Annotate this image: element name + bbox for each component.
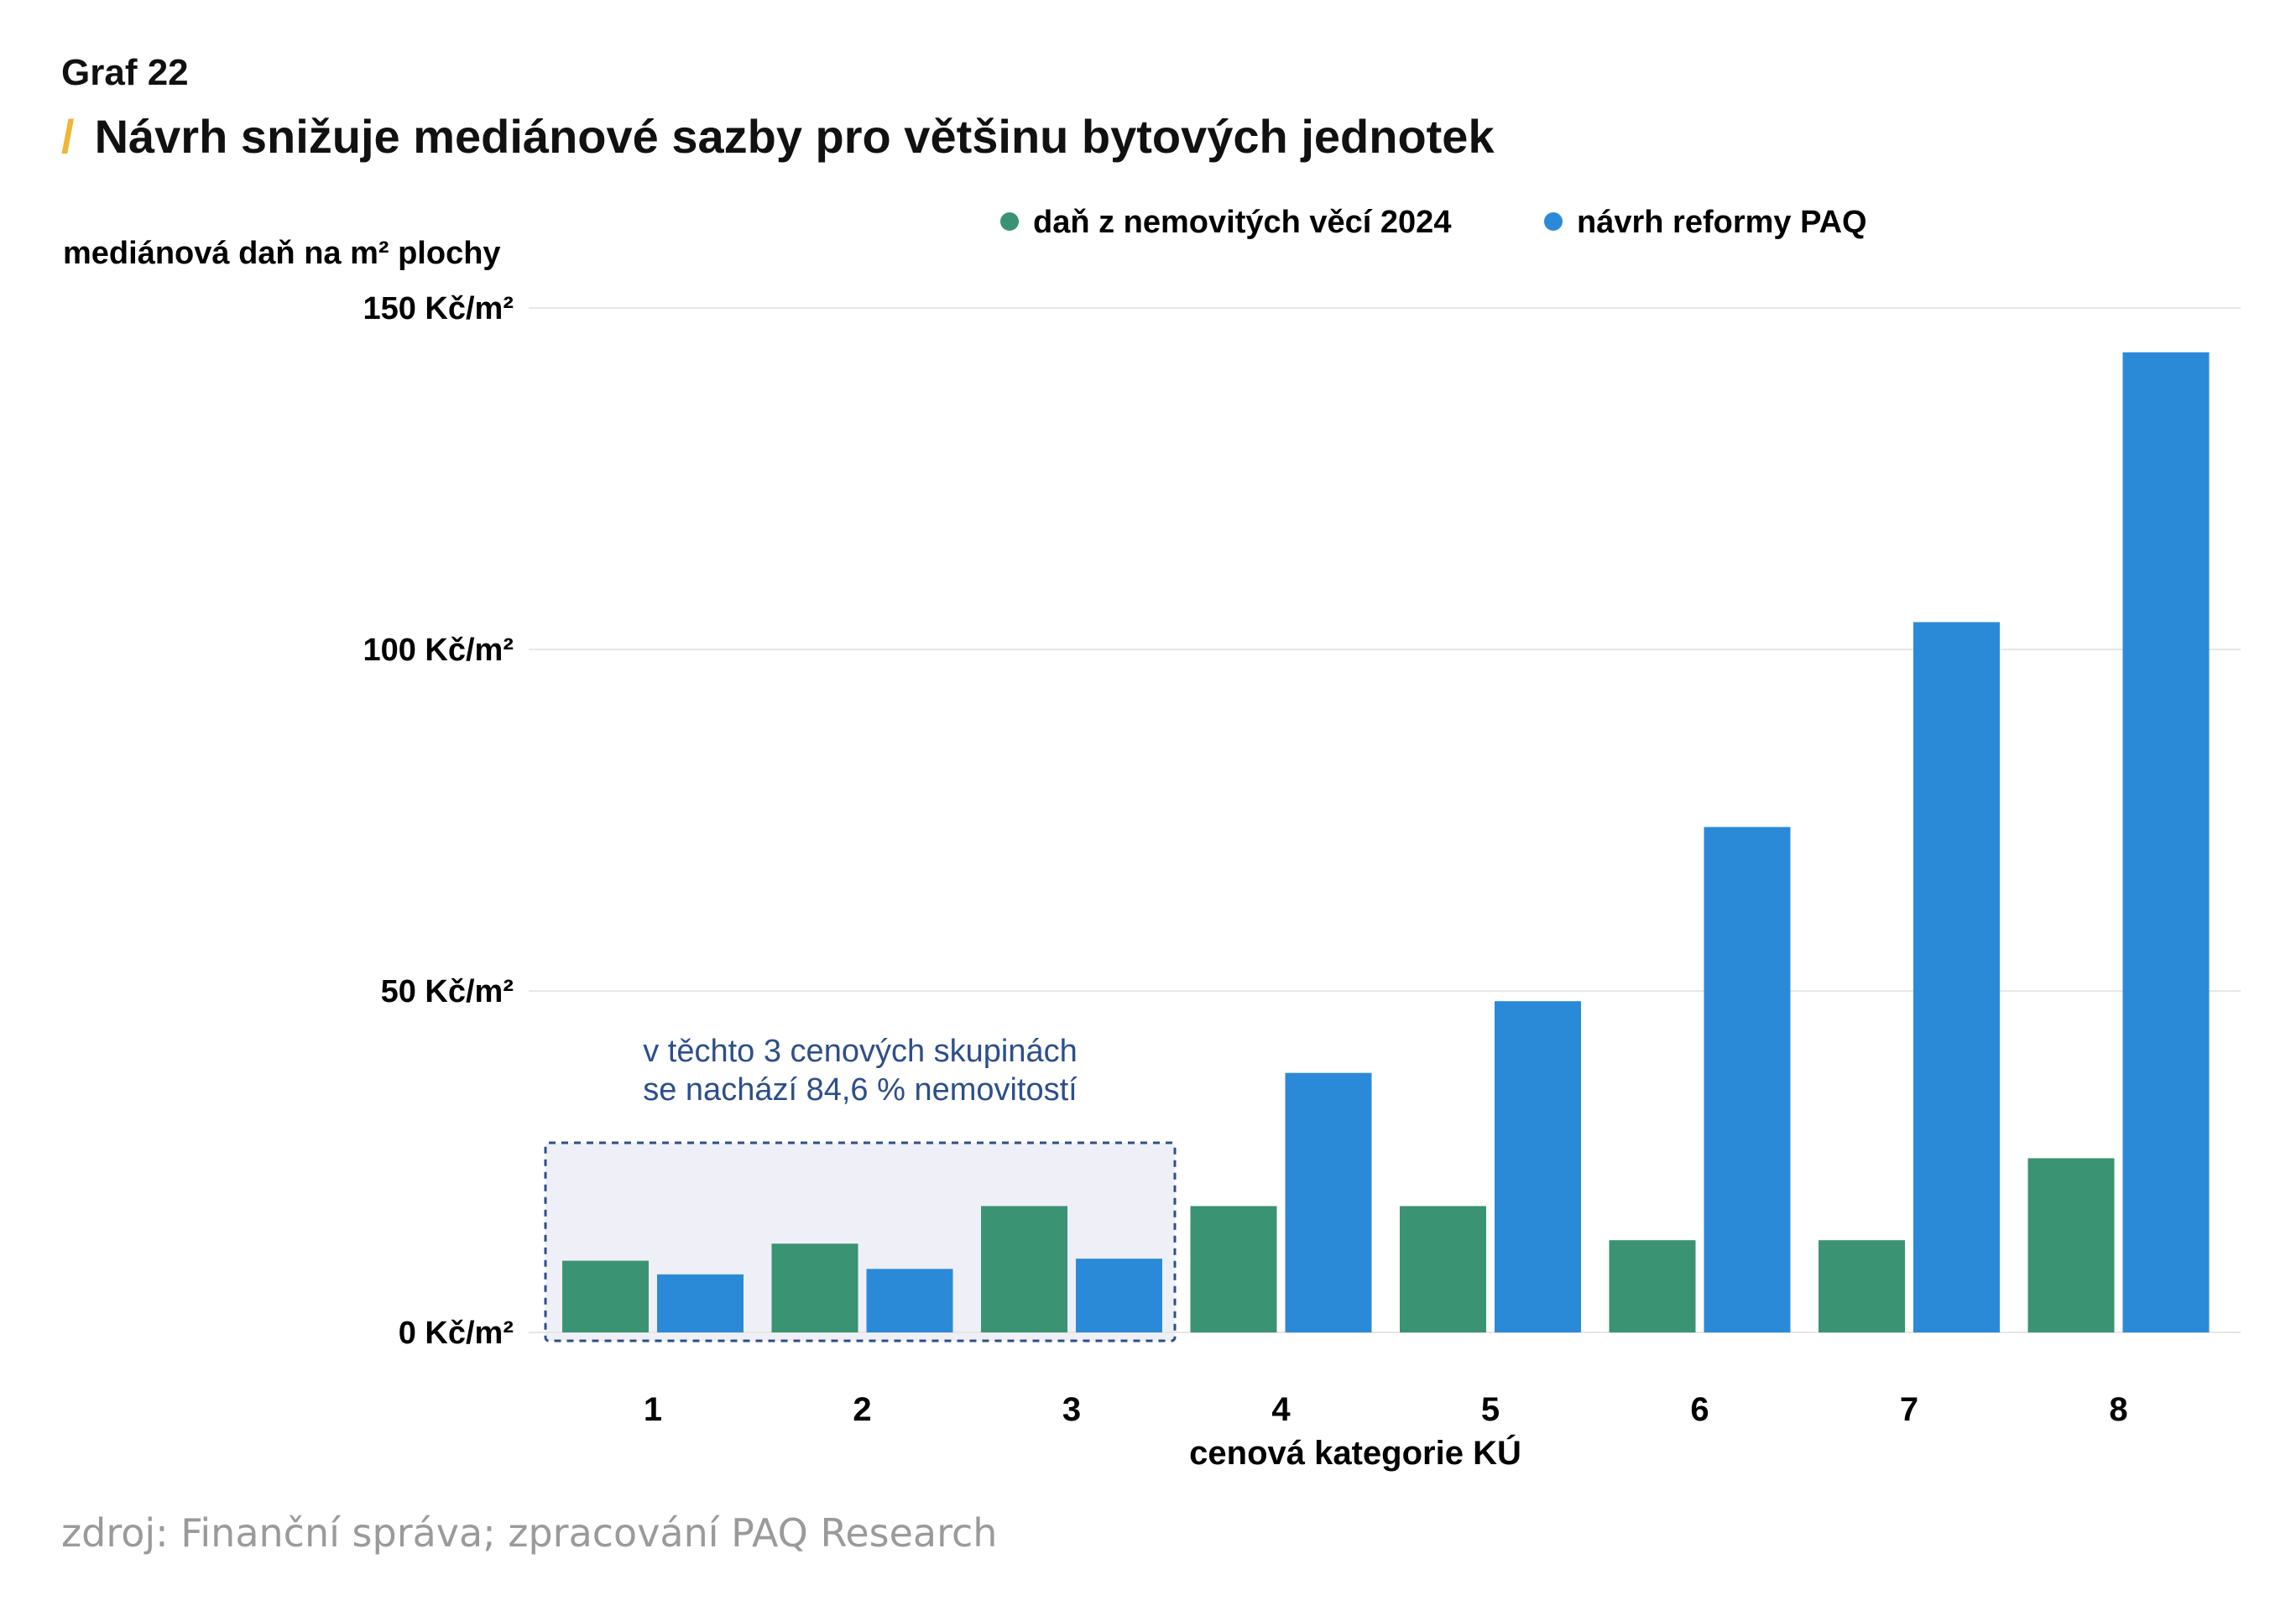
x-tick-label: 5 (1481, 1391, 1500, 1428)
y-tick-label: 0 Kč/m² (399, 1316, 514, 1351)
bar-tax-2024-cat-2 (771, 1243, 858, 1332)
legend-marker (1000, 212, 1019, 231)
bar-paq-proposal-cat-3 (1076, 1259, 1162, 1332)
legend-label: daň z nemovitých věcí 2024 (1033, 205, 1451, 240)
bar-paq-proposal-cat-7 (1913, 622, 2000, 1332)
x-tick-label: 3 (1062, 1391, 1081, 1428)
x-axis-label: cenová kategorie KÚ (1189, 1433, 1521, 1472)
title-accent-slash: / (61, 110, 75, 163)
x-tick-label: 1 (644, 1391, 662, 1428)
y-tick-label: 50 Kč/m² (381, 974, 514, 1009)
legend-label: návrh reformy PAQ (1577, 205, 1867, 240)
bar-tax-2024-cat-7 (1819, 1240, 1905, 1332)
bar-paq-proposal-cat-4 (1285, 1072, 1372, 1332)
bars (562, 352, 2210, 1332)
y-axis-label: mediánová daň na m² plochy (63, 236, 501, 271)
x-tick-label: 2 (853, 1391, 871, 1428)
bar-tax-2024-cat-3 (981, 1206, 1067, 1332)
legend: daň z nemovitých věcí 2024 návrh reformy … (1000, 205, 1867, 240)
chart-title: / Návrh snižuje mediánové sazby pro větši… (61, 109, 1495, 164)
bar-tax-2024-cat-1 (562, 1260, 649, 1332)
x-tick-label: 8 (2109, 1391, 2127, 1428)
x-tick-label: 4 (1271, 1391, 1291, 1428)
bar-paq-proposal-cat-1 (657, 1274, 744, 1332)
chart-title-text: Návrh snižuje mediánové sazby pro většin… (94, 110, 1495, 163)
source-note: zdroj: Finanční správa; zpracování PAQ R… (61, 1510, 998, 1556)
legend-marker (1544, 212, 1563, 231)
bar-tax-2024-cat-6 (1609, 1240, 1696, 1332)
axes: 0 Kč/m² 50 Kč/m² 100 Kč/m² 150 Kč/m² 1 2 3 4 5 6 7… (363, 291, 2127, 1428)
bar-tax-2024-cat-8 (2027, 1158, 2115, 1332)
bar-paq-proposal-cat-8 (2122, 352, 2210, 1332)
bar-tax-2024-cat-5 (1400, 1206, 1486, 1332)
y-tick-label: 100 Kč/m² (363, 633, 514, 668)
annotation-line: v těchto 3 cenových skupinách (643, 1034, 1078, 1069)
bar-paq-proposal-cat-5 (1495, 1001, 1581, 1332)
chart-number-label: Graf 22 (61, 52, 189, 93)
annotation-line: se nachází 84,6 % nemovitostí (643, 1072, 1078, 1108)
bar-tax-2024-cat-4 (1190, 1206, 1277, 1332)
y-tick-label: 150 Kč/m² (363, 291, 514, 326)
x-tick-label: 7 (1900, 1391, 1918, 1428)
x-tick-label: 6 (1690, 1391, 1709, 1428)
bar-paq-proposal-cat-6 (1704, 826, 1791, 1332)
bar-paq-proposal-cat-2 (866, 1269, 953, 1332)
